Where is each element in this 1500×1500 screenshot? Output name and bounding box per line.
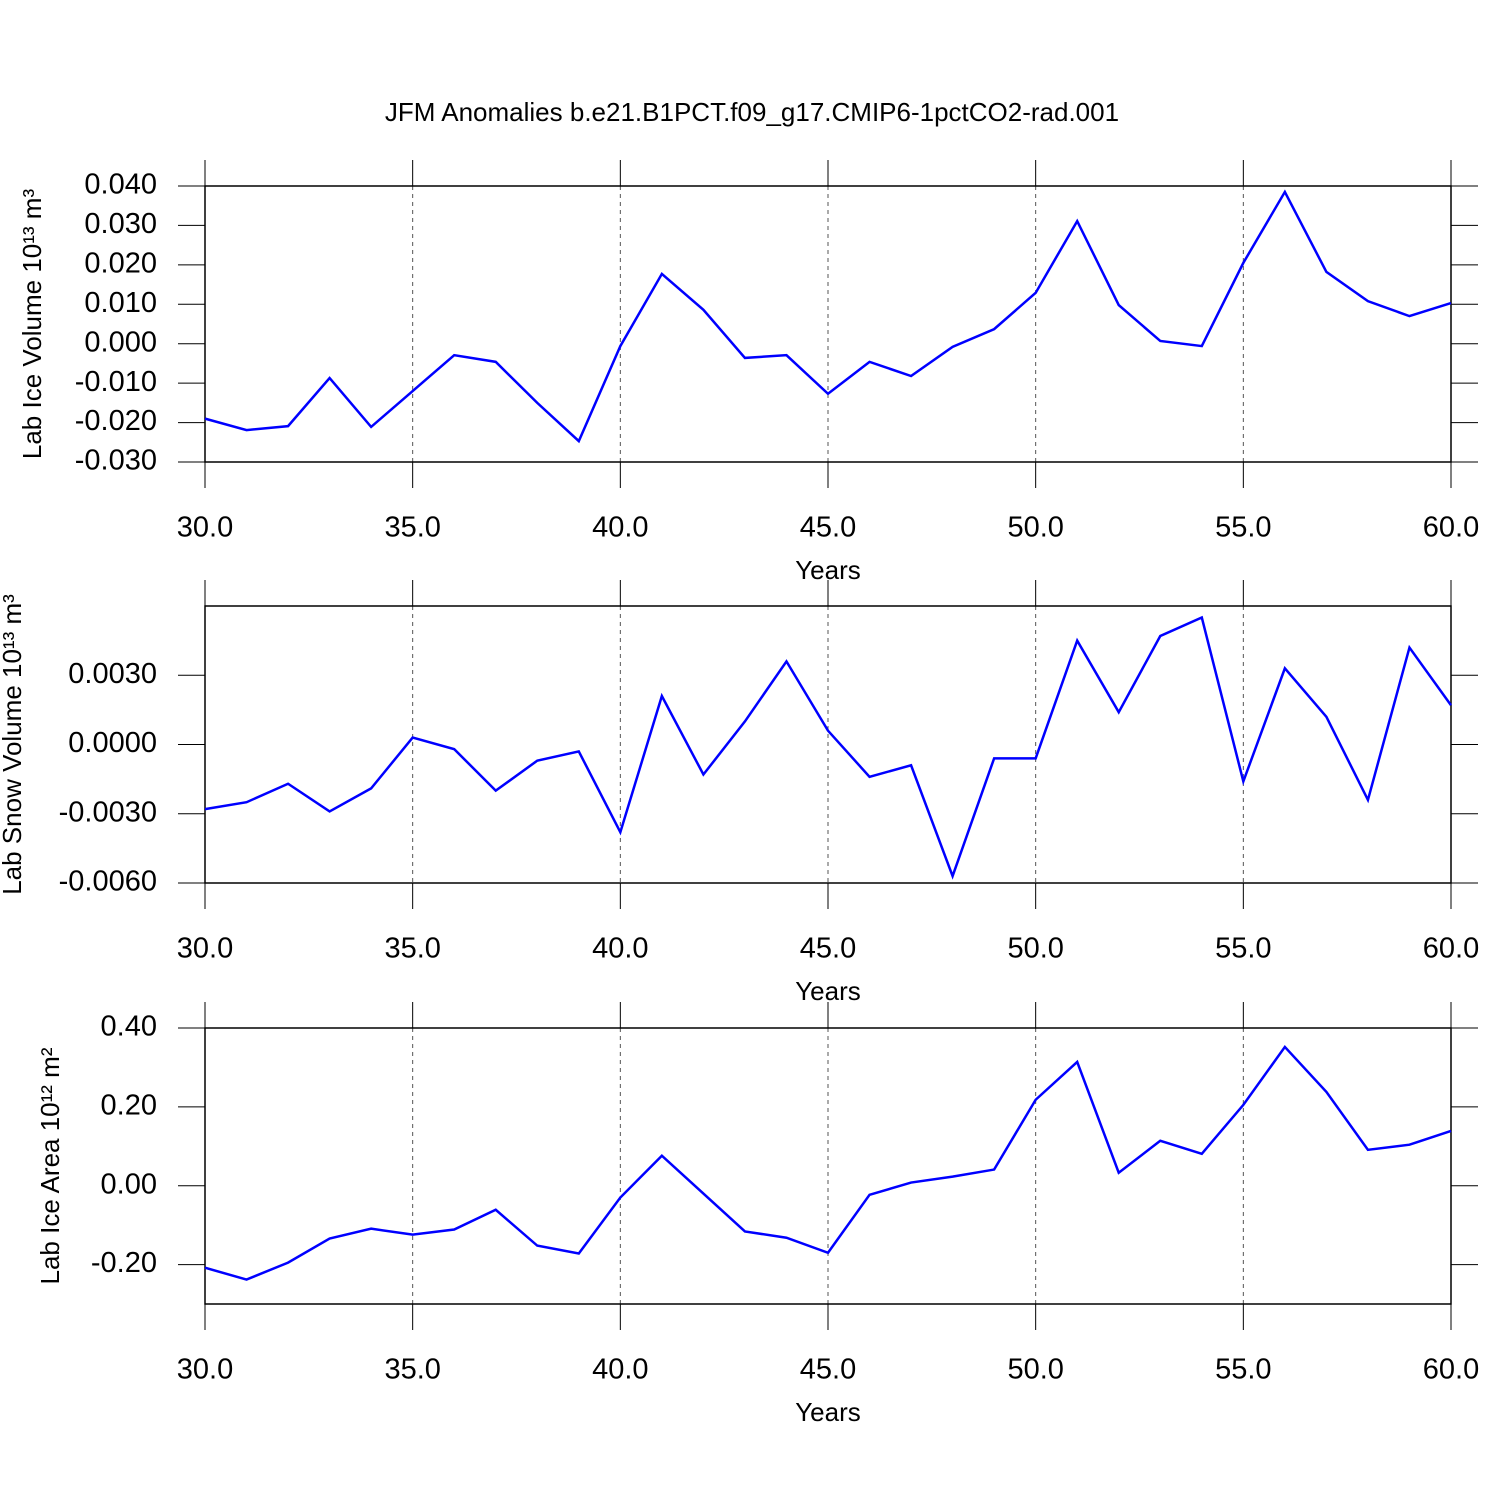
x-tick-label: 40.0 (592, 1354, 648, 1386)
plot-frame (204, 185, 1452, 463)
x-axis-label: Years (795, 1397, 861, 1427)
y-tick-label: 0.40 (101, 1011, 157, 1043)
x-tick-label: 45.0 (800, 512, 856, 544)
data-line (204, 615, 1453, 880)
x-tick-label: 40.0 (592, 512, 648, 544)
y-tick-label: -0.0030 (59, 796, 157, 828)
y-tick-label: -0.020 (75, 405, 157, 437)
y-tick-label: -0.010 (75, 366, 157, 398)
x-tick-label: 35.0 (384, 933, 440, 965)
x-tick-label: 55.0 (1215, 933, 1271, 965)
y-axis-label: Lab Ice Volume 10¹³ m³ (17, 189, 47, 460)
y-tick-label: 0.00 (101, 1168, 157, 1200)
x-tick-label: 35.0 (384, 1354, 440, 1386)
x-tick-label: 45.0 (800, 1354, 856, 1386)
y-tick-label: 0.0000 (68, 727, 157, 759)
data-line (204, 1044, 1452, 1281)
y-tick-label: 0.010 (84, 287, 157, 319)
y-tick-label: 0.020 (84, 248, 157, 280)
plot-frame (204, 1027, 1452, 1305)
x-tick-label: 50.0 (1007, 933, 1063, 965)
x-tick-label: 60.0 (1423, 933, 1479, 965)
y-tick-label: -0.20 (91, 1247, 157, 1279)
x-tick-label: 60.0 (1423, 512, 1479, 544)
y-tick-label: -0.0060 (59, 866, 157, 898)
y-tick-label: 0.0030 (68, 658, 157, 690)
y-axis-label: Lab Ice Area 10¹² m² (35, 1047, 65, 1284)
x-tick-label: 40.0 (592, 933, 648, 965)
plot-frame (204, 605, 1452, 884)
y-tick-label: -0.030 (75, 445, 157, 477)
x-tick-label: 55.0 (1215, 512, 1271, 544)
x-tick-label: 55.0 (1215, 1354, 1271, 1386)
x-axis-label: Years (795, 976, 861, 1006)
x-tick-label: 35.0 (384, 512, 440, 544)
x-axis-label: Years (795, 555, 861, 585)
x-tick-label: 45.0 (800, 933, 856, 965)
y-axis-label: Lab Snow Volume 10¹³ m³ (0, 594, 27, 895)
x-tick-label: 50.0 (1007, 1354, 1063, 1386)
y-tick-label: 0.000 (84, 326, 157, 358)
y-tick-label: 0.20 (101, 1090, 157, 1122)
data-line (204, 189, 1452, 444)
y-tick-label: 0.040 (84, 169, 157, 201)
x-tick-label: 30.0 (177, 933, 233, 965)
x-tick-label: 60.0 (1423, 1354, 1479, 1386)
figure-title: JFM Anomalies b.e21.B1PCT.f09_g17.CMIP6-… (385, 97, 1119, 127)
x-tick-label: 50.0 (1007, 512, 1063, 544)
x-tick-label: 30.0 (177, 512, 233, 544)
x-tick-label: 30.0 (177, 1354, 233, 1386)
y-tick-label: 0.030 (84, 208, 157, 240)
